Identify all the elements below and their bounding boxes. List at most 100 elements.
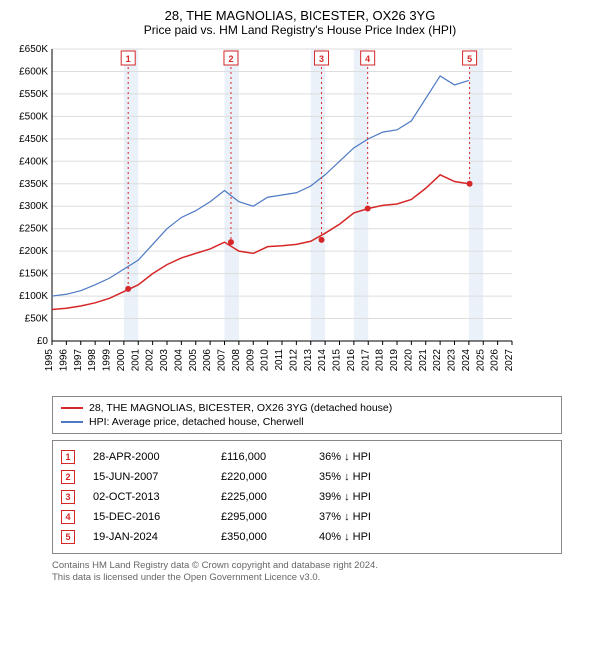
marker-dot [365,205,371,211]
sale-date: 15-DEC-2016 [93,511,203,523]
footer-line-1: Contains HM Land Registry data © Crown c… [52,560,580,572]
x-tick-label: 1998 [87,349,98,372]
legend-label: HPI: Average price, detached house, Cher… [89,416,304,428]
sale-pct: 35% ↓ HPI [319,471,409,483]
x-tick-label: 2017 [360,349,371,372]
x-tick-label: 2008 [231,349,242,372]
sale-date: 19-JAN-2024 [93,531,203,543]
x-tick-label: 2004 [173,349,184,372]
y-tick-label: £150K [19,269,48,280]
x-tick-label: 2001 [130,349,141,372]
shaded-band [311,49,325,341]
sale-row: 2 15-JUN-2007 £220,000 35% ↓ HPI [61,467,553,487]
x-tick-label: 2021 [418,349,429,372]
x-tick-label: 2025 [475,349,486,372]
x-tick-label: 2022 [432,349,443,372]
sale-price: £225,000 [221,491,301,503]
sale-pct: 40% ↓ HPI [319,531,409,543]
y-tick-label: £550K [19,89,48,100]
x-tick-label: 2010 [260,349,271,372]
sale-pct: 39% ↓ HPI [319,491,409,503]
x-tick-label: 2026 [490,349,501,372]
chart-title: 28, THE MAGNOLIAS, BICESTER, OX26 3YG [10,8,590,23]
y-tick-label: £100K [19,291,48,302]
shaded-band [354,49,368,341]
marker-number: 4 [365,54,370,64]
sale-date: 28-APR-2000 [93,451,203,463]
shaded-band [469,49,483,341]
x-tick-label: 2024 [461,349,472,372]
sale-row: 128-APR-2000£116,00036% ↓ HPI [61,447,553,467]
x-tick-label: 2013 [303,349,314,372]
x-tick-label: 1997 [73,349,84,372]
y-tick-label: £250K [19,224,48,235]
marker-dot [319,237,325,243]
x-tick-label: 2012 [288,349,299,372]
sale-price: £220,000 [221,471,301,483]
x-tick-label: 2027 [504,349,515,372]
y-tick-label: £600K [19,66,48,77]
x-tick-label: 1999 [102,349,113,372]
sale-marker: 1 [61,450,75,464]
marker-dot [228,239,234,245]
x-tick-label: 2000 [116,349,127,372]
x-tick-label: 2018 [375,349,386,372]
x-tick-label: 2009 [245,349,256,372]
marker-number: 3 [319,54,324,64]
y-tick-label: £200K [19,246,48,257]
marker-number: 2 [228,54,233,64]
sale-price: £350,000 [221,531,301,543]
x-tick-label: 2019 [389,349,400,372]
sale-price: £295,000 [221,511,301,523]
x-tick-label: 2003 [159,349,170,372]
sale-pct: 37% ↓ HPI [319,511,409,523]
marker-number: 5 [467,54,472,64]
marker-dot [467,181,473,187]
sales-table: 128-APR-2000£116,00036% ↓ HPI215-JUN-200… [52,440,562,554]
sale-date: 15-JUN-2007 [93,471,203,483]
y-tick-label: £300K [19,201,48,212]
sale-row: 5 19-JAN-2024 £350,000 40% ↓ HPI [61,527,553,547]
y-tick-label: £400K [19,156,48,167]
series-line [52,76,469,296]
legend-label: 28, THE MAGNOLIAS, BICESTER, OX26 3YG (d… [89,402,392,414]
sale-marker: 4 [61,510,75,524]
shaded-band [124,49,138,341]
sale-row: 3 02-OCT-2013 £225,000 39% ↓ HPI [61,487,553,507]
x-tick-label: 1995 [44,349,55,372]
legend-row: 28, THE MAGNOLIAS, BICESTER, OX26 3YG (d… [61,401,553,415]
series-line [52,175,469,310]
x-tick-label: 2007 [217,349,228,372]
chart-area: £0 £50K £100K £150K £200K £250K £300K £350K £400… [10,45,590,390]
y-tick-label: £350K [19,179,48,190]
y-tick-label: £50K [25,314,49,325]
x-tick-label: 1996 [58,349,69,372]
legend: 28, THE MAGNOLIAS, BICESTER, OX26 3YG (d… [52,396,562,434]
y-tick-label: £450K [19,134,48,145]
y-tick-label: £0 [37,336,49,347]
sale-marker: 5 [61,530,75,544]
x-tick-label: 2014 [317,349,328,372]
x-tick-label: 2023 [447,349,458,372]
shaded-band [225,49,239,341]
chart-svg: £0 £50K £100K £150K £200K £250K £300K £350K £400… [10,45,540,385]
x-tick-label: 2005 [188,349,199,372]
x-tick-label: 2015 [332,349,343,372]
y-tick-label: £500K [19,111,48,122]
x-tick-label: 2016 [346,349,357,372]
legend-row: HPI: Average price, detached house, Cher… [61,415,553,429]
footer-line-2: This data is licensed under the Open Gov… [52,572,580,584]
marker-dot [125,286,131,292]
footer-text: Contains HM Land Registry data © Crown c… [52,560,580,585]
sale-row: 4 15-DEC-2016 £295,000 37% ↓ HPI [61,507,553,527]
sale-marker: 2 [61,470,75,484]
x-tick-label: 2011 [274,349,285,371]
marker-number: 1 [126,54,131,64]
x-tick-label: 2020 [403,349,414,372]
sale-date: 02-OCT-2013 [93,491,203,503]
legend-swatch [61,407,83,409]
x-tick-label: 2002 [145,349,156,372]
sale-pct: 36% ↓ HPI [319,451,409,463]
legend-swatch [61,421,83,423]
sale-marker: 3 [61,490,75,504]
